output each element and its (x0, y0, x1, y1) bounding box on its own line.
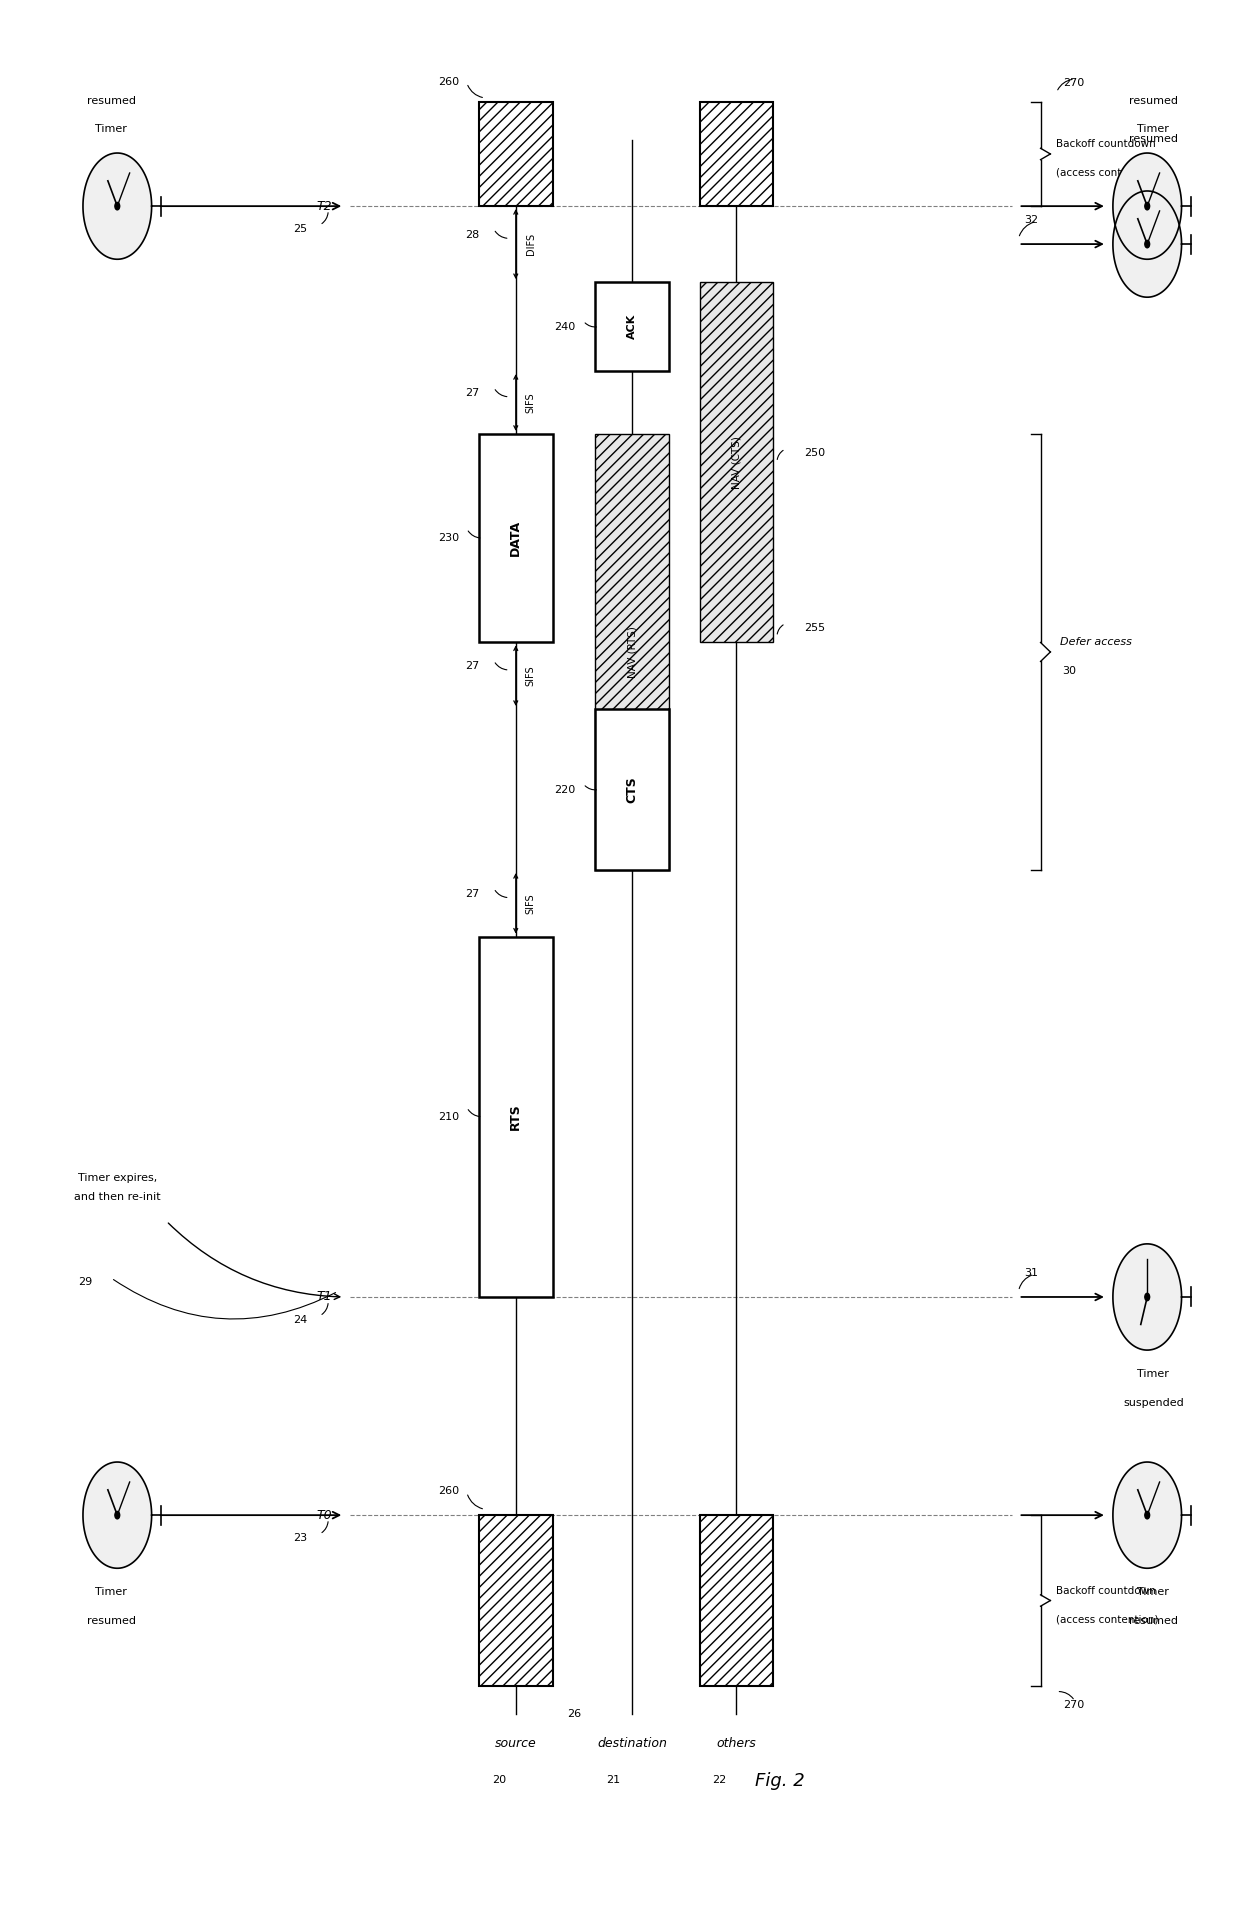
Text: resumed: resumed (87, 96, 135, 105)
Text: Defer access: Defer access (1060, 638, 1132, 648)
Text: 21: 21 (606, 1775, 620, 1785)
Text: NAV (CTS): NAV (CTS) (732, 436, 742, 489)
Text: 28: 28 (465, 229, 479, 239)
Polygon shape (83, 153, 151, 260)
Text: 260: 260 (438, 1487, 459, 1496)
Polygon shape (1114, 153, 1182, 260)
Text: others: others (717, 1737, 756, 1750)
Text: resumed: resumed (1128, 96, 1178, 105)
Polygon shape (1114, 191, 1182, 298)
Bar (595, 709, 670, 870)
Bar (479, 434, 553, 642)
Text: resumed: resumed (1128, 134, 1178, 143)
Text: Fig. 2: Fig. 2 (754, 1771, 805, 1791)
Text: suspended: suspended (1123, 1397, 1184, 1408)
Polygon shape (1114, 1462, 1182, 1569)
Circle shape (115, 203, 120, 210)
Text: CTS: CTS (626, 776, 639, 803)
Text: 260: 260 (438, 76, 459, 86)
Text: SIFS: SIFS (526, 892, 536, 913)
Text: 250: 250 (804, 447, 825, 459)
Text: 270: 270 (1063, 78, 1084, 88)
Text: 27: 27 (465, 661, 479, 671)
Text: SIFS: SIFS (526, 392, 536, 413)
Text: RTS: RTS (510, 1103, 522, 1129)
Text: source: source (495, 1737, 537, 1750)
Text: 210: 210 (438, 1112, 459, 1122)
Text: T2: T2 (316, 199, 332, 212)
Text: NAV (RTS): NAV (RTS) (627, 627, 637, 678)
Text: destination: destination (598, 1737, 667, 1750)
Circle shape (115, 1512, 120, 1519)
Text: Timer: Timer (1137, 124, 1169, 134)
Text: Backoff countdown: Backoff countdown (1056, 140, 1156, 149)
Bar (479, 936, 553, 1298)
Text: 29: 29 (78, 1277, 93, 1286)
Text: 230: 230 (438, 533, 459, 543)
Bar (479, 1515, 553, 1686)
Text: Timer: Timer (1137, 1588, 1169, 1598)
Text: 32: 32 (1024, 216, 1039, 225)
Text: Backoff countdown: Backoff countdown (1056, 1586, 1156, 1596)
Text: 270: 270 (1063, 1701, 1084, 1710)
Text: 255: 255 (804, 623, 825, 633)
Circle shape (1145, 203, 1149, 210)
Text: 27: 27 (465, 388, 479, 397)
Bar (699, 1515, 774, 1686)
Text: 240: 240 (554, 321, 575, 333)
Text: 30: 30 (1063, 665, 1076, 676)
Text: DIFS: DIFS (526, 233, 536, 256)
Circle shape (1145, 241, 1149, 248)
Text: T0: T0 (316, 1508, 332, 1521)
Text: 20: 20 (492, 1775, 506, 1785)
Text: (access contention): (access contention) (1056, 168, 1159, 178)
Text: 24: 24 (293, 1315, 308, 1324)
Bar (595, 283, 670, 371)
Text: Timer expires,: Timer expires, (78, 1173, 157, 1183)
Text: ACK: ACK (627, 313, 637, 340)
Text: 22: 22 (713, 1775, 727, 1785)
Text: 31: 31 (1024, 1269, 1039, 1278)
Circle shape (1145, 1512, 1149, 1519)
Text: Timer: Timer (1137, 1368, 1169, 1380)
Text: T1: T1 (316, 1290, 332, 1303)
Text: resumed: resumed (87, 1615, 135, 1626)
Text: Timer: Timer (95, 124, 128, 134)
Text: Timer: Timer (1137, 162, 1169, 172)
Text: 25: 25 (293, 224, 308, 233)
Text: 220: 220 (554, 785, 575, 795)
Polygon shape (83, 1462, 151, 1569)
Text: Timer: Timer (95, 1588, 128, 1598)
Text: 23: 23 (293, 1533, 308, 1542)
Text: SIFS: SIFS (526, 665, 536, 686)
Text: 26: 26 (567, 1708, 582, 1718)
Text: resumed: resumed (1128, 1615, 1178, 1626)
Bar (595, 434, 670, 870)
Bar (699, 283, 774, 642)
Text: 27: 27 (465, 889, 479, 898)
Text: DATA: DATA (510, 520, 522, 556)
Polygon shape (1114, 1244, 1182, 1349)
Bar (699, 101, 774, 206)
Bar (479, 101, 553, 206)
Text: (access contention): (access contention) (1056, 1615, 1159, 1624)
Text: and then re-init: and then re-init (74, 1192, 161, 1202)
Circle shape (1145, 1294, 1149, 1301)
